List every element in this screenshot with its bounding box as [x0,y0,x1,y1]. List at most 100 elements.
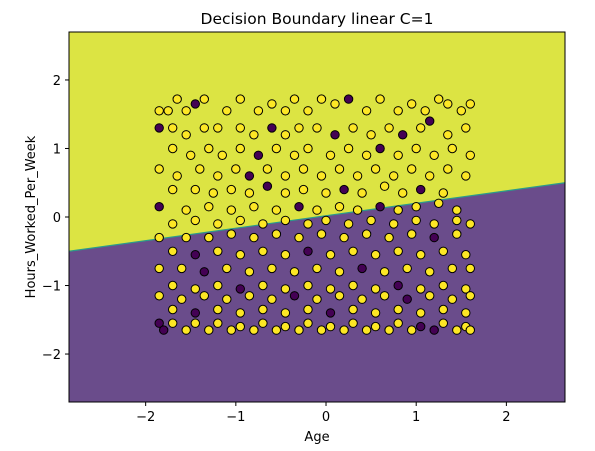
data-point [267,123,277,133]
data-point [235,321,246,332]
data-point [352,205,363,215]
data-point [407,229,417,239]
data-point [294,202,304,212]
data-point [168,143,178,154]
data-point [393,280,403,291]
data-point [253,150,264,161]
data-point [465,263,475,274]
data-point [334,202,345,212]
x-tick-label: −1 [226,410,245,425]
data-point [204,143,214,154]
data-point [249,232,259,243]
data-point [289,150,300,161]
data-point [154,123,164,133]
data-point [181,106,191,116]
data-point [438,188,448,198]
data-point [226,325,237,335]
data-point [343,219,354,229]
data-point [348,304,358,315]
data-point [375,94,385,104]
data-point [168,280,178,291]
data-point [393,304,403,315]
data-point [407,325,417,335]
chart-title: Decision Boundary linear C=1 [201,10,434,28]
data-point [186,150,196,161]
data-point [339,184,349,195]
data-point [154,232,164,243]
data-point [253,106,264,116]
data-point [343,94,354,104]
data-point [226,205,237,215]
data-point [465,291,475,301]
data-point [222,263,232,274]
data-point [222,106,232,116]
x-axis-ticks: −2 −1 0 1 2 [136,402,511,425]
data-point [316,325,327,335]
data-point [434,198,444,209]
data-point [235,250,246,260]
data-point [465,219,475,229]
data-point [177,263,187,274]
data-point [280,188,291,198]
data-point [312,123,322,133]
x-tick-label: 1 [412,410,420,425]
x-tick-label: 0 [322,410,330,425]
data-point [280,321,291,332]
data-point [235,215,246,226]
data-point [181,205,191,215]
data-point [443,164,453,174]
data-point [204,202,214,212]
data-point [407,99,417,109]
data-point [154,263,164,274]
data-point [384,232,394,243]
data-point [244,267,255,277]
data-point [213,280,223,291]
data-point [213,123,223,133]
data-point [398,130,408,140]
data-point [271,205,282,215]
data-point [190,318,201,328]
data-point [330,130,340,140]
data-point [361,325,372,335]
data-point [303,318,313,328]
data-point [357,263,367,274]
data-point [190,99,201,109]
data-point [172,94,182,104]
data-point [303,106,313,116]
data-point [199,123,210,133]
data-point [348,246,358,257]
data-point [271,143,282,154]
data-point [235,143,246,154]
data-point [370,164,381,174]
data-point [465,325,475,335]
data-point [425,291,435,301]
data-point [280,171,291,181]
data-point [249,130,259,140]
data-point [425,267,435,277]
data-point [190,284,201,294]
data-point [262,164,273,174]
data-point [452,229,462,239]
data-point [316,229,327,239]
data-point [452,325,462,335]
data-point [389,171,399,181]
data-point [267,294,277,304]
data-point [321,188,331,198]
data-point [154,106,164,116]
data-point [416,184,426,195]
data-point [384,123,394,133]
data-point [213,219,223,229]
data-point [199,291,210,301]
data-point [461,250,471,260]
data-point [258,304,268,315]
decision-boundary-line [69,182,565,252]
data-point [267,99,277,109]
data-point [271,229,282,239]
data-point [438,280,448,291]
data-point [461,171,471,181]
data-point [298,184,309,195]
data-point [181,130,191,140]
data-point [425,116,435,126]
data-point [168,184,178,195]
data-point [289,291,300,301]
